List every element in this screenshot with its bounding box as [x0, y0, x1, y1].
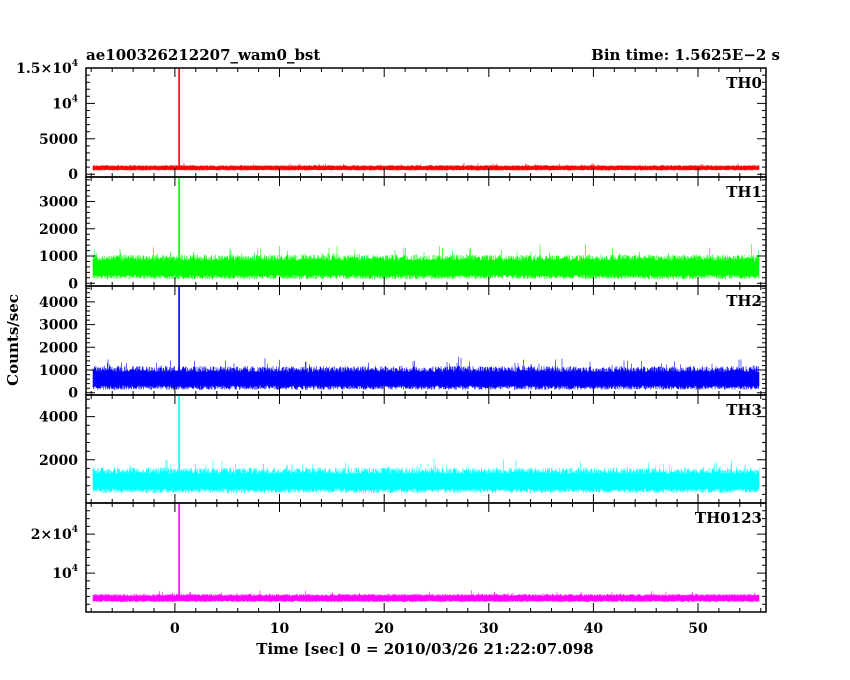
panels: TH0 0 5000 104 1.5×104 TH1 0 1000 2000 3000 TH2 0 10…: [16, 59, 767, 637]
series-th0: [92, 163, 760, 171]
axis-ticks: [86, 67, 766, 177]
chart-title: ae100326212207_wam0_bst: [86, 46, 320, 64]
x-tick-label: 0: [170, 621, 180, 637]
x-tick-label: 30: [479, 621, 499, 637]
y-tick-label: 0: [68, 386, 78, 402]
panel-label: TH2: [726, 292, 762, 310]
y-tick-label: 1000: [39, 363, 78, 379]
panel-label: TH3: [726, 401, 762, 419]
series-th3: [92, 458, 760, 494]
y-tick-label: 104: [52, 564, 78, 582]
y-tick-label: 2000: [39, 453, 78, 469]
y-tick-label: 1000: [39, 249, 78, 265]
y-tick-label: 2000: [39, 222, 78, 238]
axis-ticks: [86, 286, 766, 395]
y-tick-label: 104: [52, 94, 78, 112]
panel-th0123: TH0123 104 2×104: [31, 502, 767, 613]
y-tick-label: 1.5×104: [16, 59, 78, 77]
y-axis-label: Counts/sec: [4, 294, 22, 386]
y-tick-label: 3000: [39, 195, 78, 211]
panel-th1: TH1 0 1000 2000 3000: [39, 176, 767, 292]
x-axis-label: Time [sec] 0 = 2010/03/26 21:22:07.098: [256, 640, 593, 658]
y-tick-label: 2×104: [31, 525, 78, 543]
x-tick-label: 50: [688, 621, 708, 637]
y-tick-label: 3000: [39, 318, 78, 334]
series-th2: [92, 356, 760, 390]
x-tick-label: 20: [374, 621, 394, 637]
y-tick-label: 0: [68, 167, 78, 183]
y-tick-label: 0: [68, 276, 78, 292]
y-tick-label: 4000: [39, 410, 78, 426]
panel-th2: TH2 0 1000 2000 3000 4000: [39, 285, 767, 402]
y-tick-label: 2000: [39, 340, 78, 356]
y-tick-label: 4000: [39, 295, 78, 311]
x-tick-label: 10: [270, 621, 290, 637]
panel-label: TH1: [726, 183, 762, 201]
bin-time-label: Bin time: 1.5625E−2 s: [591, 46, 780, 64]
panel-th0: TH0 0 5000 104 1.5×104: [16, 59, 767, 183]
y-tick-label: 5000: [39, 132, 78, 148]
series-th0123: [92, 590, 760, 603]
series-th1: [92, 244, 760, 280]
panel-label: TH0: [726, 74, 762, 92]
panel-frame: [85, 67, 767, 178]
axis-ticks: [86, 502, 766, 613]
x-tick-label: 40: [584, 621, 604, 637]
panel-label: TH0123: [695, 509, 762, 527]
panel-th3: TH3 2000 4000: [39, 394, 767, 504]
axis-ticks: [86, 177, 766, 286]
